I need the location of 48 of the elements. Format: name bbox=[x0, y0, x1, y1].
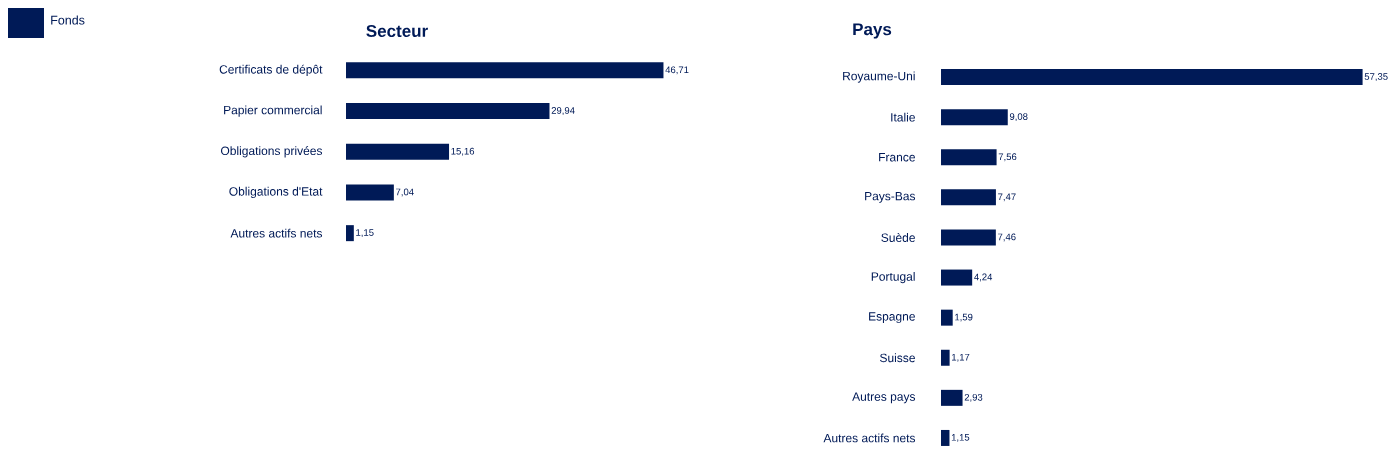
y-tick-label: Certificats de dépôt bbox=[219, 64, 323, 77]
bar bbox=[941, 189, 996, 206]
bar bbox=[346, 62, 664, 79]
y-tick-label: Autres actifs nets bbox=[823, 433, 916, 443]
y-tick-label: Pays-Bas bbox=[865, 191, 916, 203]
y-tick-label: Autres actifs nets bbox=[230, 228, 323, 238]
y-tick-label: Papier commercial bbox=[224, 105, 322, 117]
bar bbox=[346, 143, 450, 160]
y-tick-label: Suède bbox=[881, 232, 915, 242]
data-label: 7,47 bbox=[998, 193, 1016, 202]
y-tick-label: Royaume-Uni bbox=[843, 71, 915, 83]
data-label: 1,17 bbox=[952, 353, 970, 362]
y-tick-label: Obligations privées bbox=[220, 146, 323, 158]
bar bbox=[346, 103, 550, 120]
bar bbox=[941, 109, 1008, 126]
y-tick-label: Italie bbox=[891, 112, 915, 122]
data-label: 7,56 bbox=[998, 153, 1017, 162]
data-label: 1,15 bbox=[951, 434, 970, 442]
bar bbox=[941, 269, 973, 286]
bar bbox=[346, 225, 354, 242]
bar bbox=[941, 429, 950, 446]
bar bbox=[941, 349, 950, 366]
bar bbox=[941, 309, 953, 326]
data-label: 1,15 bbox=[356, 229, 374, 238]
data-label: 46,71 bbox=[665, 66, 689, 75]
data-label: 57,35 bbox=[1364, 73, 1388, 81]
y-tick-label: Obligations d'Etat bbox=[229, 186, 323, 199]
legend-label: Fonds bbox=[51, 15, 85, 25]
bar bbox=[941, 69, 1363, 86]
data-label: 2,93 bbox=[964, 393, 983, 402]
data-label: 7,04 bbox=[396, 188, 414, 197]
data-label: 1,59 bbox=[955, 313, 973, 322]
chart-title: Secteur bbox=[366, 24, 428, 38]
bar bbox=[346, 184, 394, 201]
bar bbox=[941, 229, 996, 246]
y-tick-label: Portugal bbox=[871, 271, 915, 284]
bar bbox=[941, 389, 963, 406]
data-label: 9,08 bbox=[1009, 113, 1028, 122]
data-label: 4,24 bbox=[974, 273, 993, 282]
y-tick-label: France bbox=[879, 153, 915, 162]
chart-title: Pays bbox=[853, 23, 892, 39]
y-tick-label: Suisse bbox=[880, 353, 915, 363]
data-label: 29,94 bbox=[551, 107, 575, 115]
data-label: 7,46 bbox=[998, 233, 1016, 242]
data-label: 15,16 bbox=[451, 147, 475, 156]
y-tick-label: Espagne bbox=[869, 312, 915, 324]
y-tick-label: Autres pays bbox=[852, 392, 916, 404]
bar bbox=[941, 149, 997, 166]
